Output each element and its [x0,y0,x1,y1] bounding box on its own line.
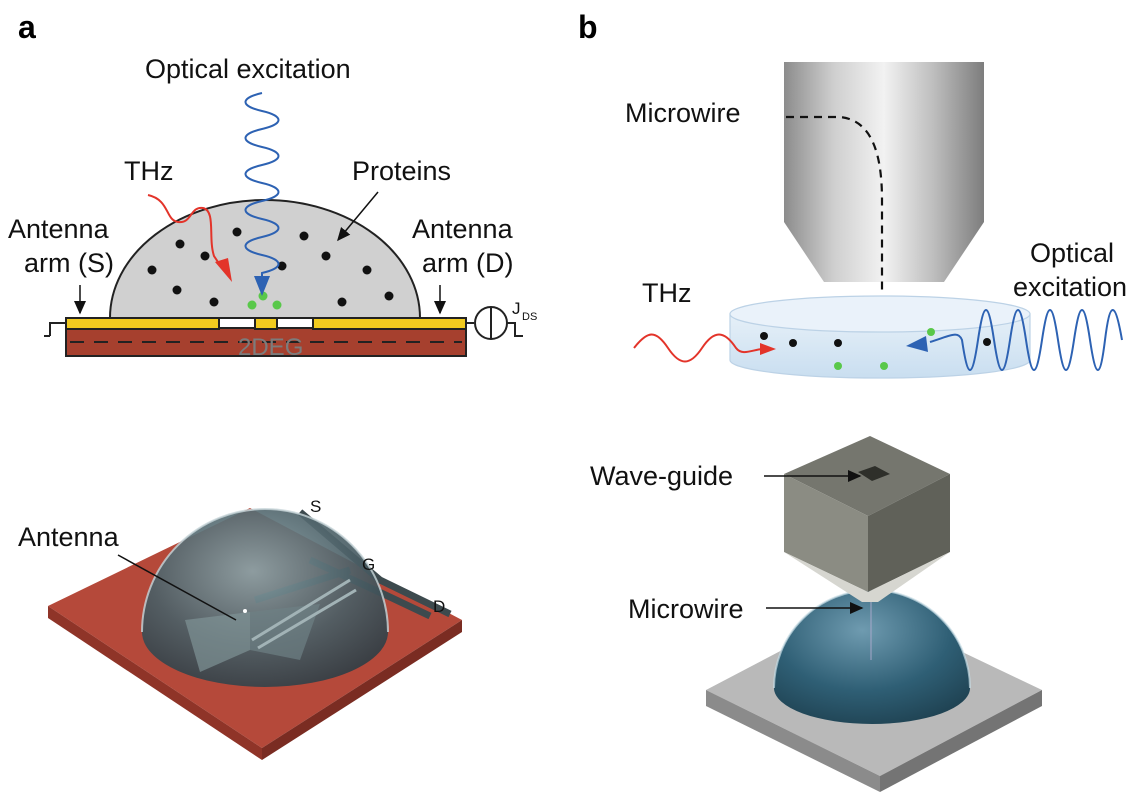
thz-wave-a [147,194,223,269]
panel-b-letter: b [578,9,598,45]
thz-arrowhead-b [760,343,776,355]
antenna-d-label-line1: Antenna [412,214,514,244]
thz-wave-b [633,333,763,363]
microwire-label-top: Microwire [625,98,741,128]
antenna-d-label-line2: arm (D) [422,248,513,278]
optical-wave-b [929,309,1123,371]
protein-dots [147,227,394,307]
dish-excited-proteins [834,328,935,370]
waveguide-label: Wave-guide [590,461,733,491]
antenna-arm-s [65,317,220,330]
optical-label-b-line1: Optical [1030,238,1114,268]
antenna-s-label-line1: Antenna [8,214,110,244]
optical-label-b-line2: excitation [1013,272,1127,302]
current-subscript: DS [522,311,537,323]
gate [254,317,278,330]
waveguide-left [784,474,868,592]
proteins-label: Proteins [352,156,451,186]
microwire-label-bottom: Microwire [628,594,744,624]
antenna-label: Antenna [18,522,120,552]
dish-proteins [760,332,991,347]
current-label: J [512,299,521,318]
waveguide-taper [784,552,950,602]
thz-label-a: THz [124,156,174,186]
dome-a [142,509,388,687]
droplet-dome [774,590,970,724]
antenna-pointer [117,554,237,621]
optical-arrowhead-b [906,336,928,352]
ground-left [44,322,66,337]
waveguide-aperture [858,466,890,481]
antenna-arm-d [312,317,467,330]
terminal-g-label: G [362,555,375,574]
optical-arrowhead-a [254,276,270,296]
panel-a-letter: a [18,9,36,45]
optical-wave-a [244,92,280,280]
terminal-d-label: D [433,597,445,616]
antenna-s-label-line2: arm (S) [24,248,114,278]
thz-label-b: THz [642,278,692,308]
objective-body [784,62,984,222]
excited-proteins [247,291,282,310]
thz-arrowhead-a [215,258,232,282]
optical-excitation-label: Optical excitation [145,54,351,84]
microwire-path [786,115,884,310]
terminal-s-label: S [310,497,321,516]
waveguide-right [868,474,950,592]
objective-tip [784,222,984,282]
protein-droplet [108,199,422,319]
bowtie-left [185,612,250,672]
2deg-label: 2DEG [238,334,303,361]
